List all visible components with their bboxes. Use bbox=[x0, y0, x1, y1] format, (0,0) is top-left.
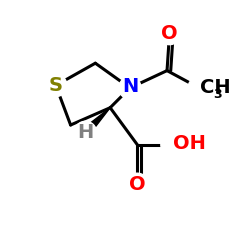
Polygon shape bbox=[82, 108, 110, 136]
Circle shape bbox=[158, 22, 180, 45]
Text: OH: OH bbox=[173, 134, 206, 153]
Circle shape bbox=[188, 77, 210, 99]
Circle shape bbox=[74, 121, 96, 144]
Text: O: O bbox=[161, 24, 178, 43]
Circle shape bbox=[119, 77, 141, 99]
Text: N: N bbox=[122, 77, 138, 96]
Circle shape bbox=[126, 173, 148, 196]
Circle shape bbox=[45, 74, 67, 96]
Circle shape bbox=[161, 134, 183, 156]
Text: CH: CH bbox=[200, 78, 231, 98]
Text: S: S bbox=[49, 76, 63, 95]
Text: O: O bbox=[129, 175, 146, 194]
Text: 3: 3 bbox=[214, 88, 222, 101]
Text: H: H bbox=[77, 123, 94, 142]
